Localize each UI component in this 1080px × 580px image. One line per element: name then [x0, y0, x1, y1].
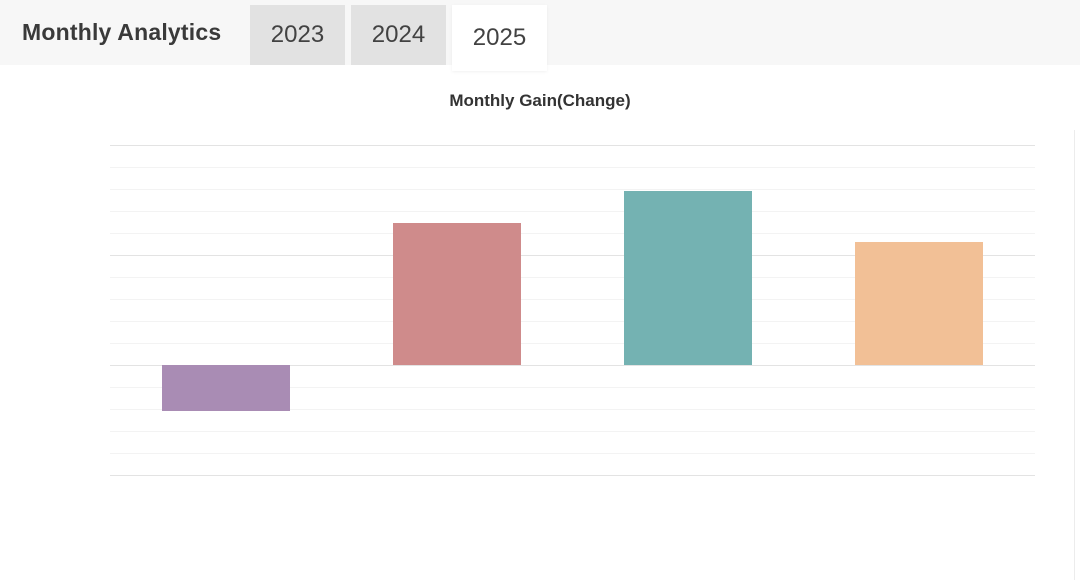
minor-gridline — [110, 321, 1035, 322]
bar-chart-plot — [0, 65, 1080, 580]
minor-gridline — [110, 431, 1035, 432]
major-gridline — [110, 475, 1035, 476]
right-divider — [1074, 130, 1075, 580]
tab-2024[interactable]: 2024 — [351, 5, 446, 65]
bar-jan-2025[interactable] — [161, 365, 290, 412]
major-gridline — [110, 145, 1035, 146]
bar-apr-2025[interactable] — [855, 241, 984, 365]
bar-mar-2025[interactable] — [624, 190, 753, 365]
chart-title: Monthly Gain(Change) — [449, 91, 631, 110]
minor-gridline — [110, 387, 1035, 388]
minor-gridline — [110, 409, 1035, 410]
minor-gridline — [110, 211, 1035, 212]
tab-2023[interactable]: 2023 — [250, 5, 345, 65]
minor-gridline — [110, 277, 1035, 278]
year-tabs: 2023 2024 2025 — [250, 5, 547, 71]
minor-gridline — [110, 453, 1035, 454]
header: Monthly Analytics 2023 2024 2025 — [0, 0, 1080, 71]
tab-2025[interactable]: 2025 — [452, 5, 547, 71]
minor-gridline — [110, 167, 1035, 168]
page-title: Monthly Analytics — [22, 19, 222, 45]
minor-gridline — [110, 299, 1035, 300]
minor-gridline — [110, 189, 1035, 190]
major-gridline — [110, 365, 1035, 366]
minor-gridline — [110, 233, 1035, 234]
bar-feb-2025[interactable] — [392, 222, 521, 365]
minor-gridline — [110, 343, 1035, 344]
chart-area: Monthly Gain(Change) 公众号 · — [0, 65, 1080, 580]
major-gridline — [110, 255, 1035, 256]
